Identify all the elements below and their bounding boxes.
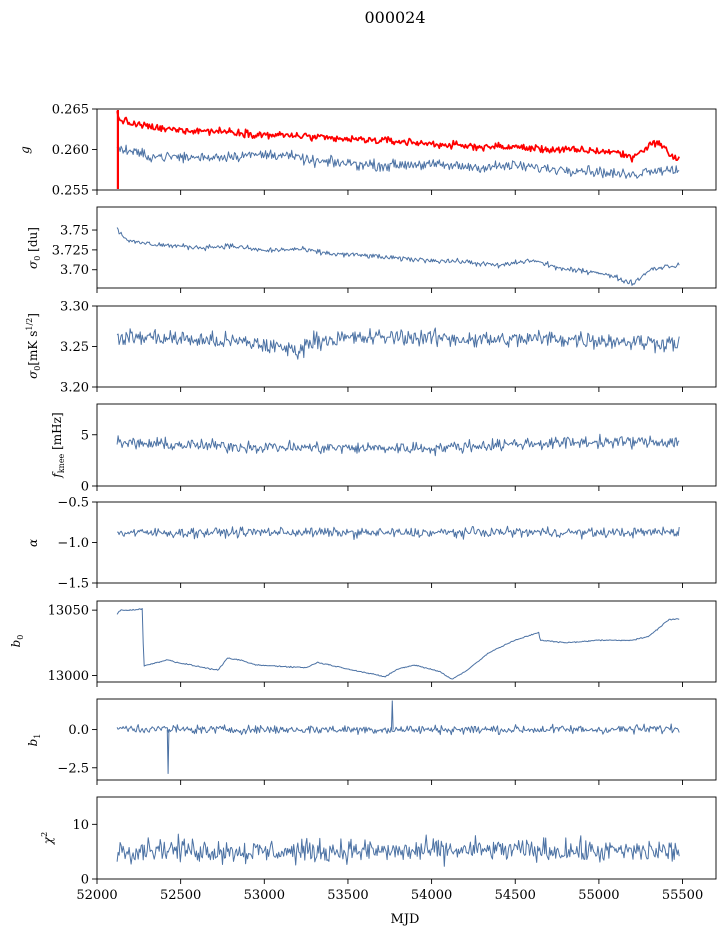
b1-series-0-polyline bbox=[116, 723, 680, 736]
xtick-label: 54000 bbox=[411, 888, 452, 903]
panel-sigma0-mk: 3.20 3.25 3.30 σ0[mK s1/2] bbox=[25, 300, 717, 396]
g-yticks: 0.255 0.260 0.265 bbox=[52, 103, 97, 199]
g-series-0-line bbox=[116, 110, 680, 189]
alpha-axes-frame bbox=[96, 501, 717, 584]
x-axis-label: MJD bbox=[391, 912, 420, 927]
sigma0-mk-yticks: 3.20 3.25 3.30 bbox=[60, 300, 97, 396]
panel-sigma0-du: 3.70 3.725 3.75 σ0 [du] bbox=[26, 206, 717, 293]
chi2-xticks: 52000 52500 53000 53500 54000 54500 55000 55500 bbox=[76, 879, 703, 903]
fknee-ytick-label: 0 bbox=[81, 480, 89, 495]
sigma0-mk-ytick-label: 3.20 bbox=[60, 381, 89, 396]
g-series-1-polyline bbox=[116, 144, 680, 179]
alpha-ytick-label: −0.5 bbox=[57, 496, 89, 511]
sigma0-du-ylabel: σ0 [du] bbox=[26, 227, 42, 269]
sigma0-mk-ytick-label: 3.30 bbox=[60, 300, 89, 315]
fknee-yticks: 05 bbox=[81, 428, 97, 495]
b0-series-0-polyline bbox=[116, 608, 680, 680]
panel-g: 0.255 0.260 0.265 g bbox=[18, 103, 717, 199]
xtick-label: 52000 bbox=[76, 888, 117, 903]
sigma0-mk-series-0-polyline bbox=[116, 327, 680, 360]
fknee-axes-frame bbox=[96, 403, 717, 487]
xtick-label: 54500 bbox=[495, 888, 536, 903]
sigma0-du-ytick-label: 3.70 bbox=[60, 263, 89, 278]
fknee-xticks bbox=[96, 486, 683, 491]
fknee-series-0-line bbox=[116, 433, 680, 457]
b1-yticks: −2.5 0.0 bbox=[57, 723, 97, 776]
b0-ytick-label: 13050 bbox=[48, 604, 89, 619]
panel-alpha: −1.5 −1.0 −0.5 α bbox=[26, 496, 717, 592]
b0-ytick-label: 13000 bbox=[48, 669, 89, 684]
b1-ytick-label: −2.5 bbox=[57, 761, 89, 776]
sigma0-du-xticks bbox=[96, 288, 683, 293]
g-ytick-label: 0.260 bbox=[52, 143, 89, 158]
b1-series-0-line bbox=[116, 700, 680, 774]
xtick-label: 53500 bbox=[327, 888, 368, 903]
sigma0-du-axes-frame bbox=[96, 206, 717, 289]
alpha-yticks: −1.5 −1.0 −0.5 bbox=[57, 496, 97, 592]
panel-b1: −2.5 0.0 b1 bbox=[26, 698, 717, 785]
fknee-series-0-polyline bbox=[116, 433, 680, 457]
b0-xticks bbox=[96, 682, 683, 687]
sigma0-du-series-0-polyline bbox=[116, 227, 680, 286]
panel-fknee: 05 fknee [mHz] bbox=[50, 403, 717, 495]
b1-ylabel: b1 bbox=[26, 734, 42, 747]
chi2-ytick-label: 0 bbox=[81, 873, 89, 888]
fknee-ylabel: fknee [mHz] bbox=[50, 412, 66, 478]
b1-spike-high bbox=[390, 700, 394, 730]
g-ylabel: g bbox=[18, 146, 32, 154]
sigma0-du-series-0-line bbox=[116, 227, 680, 286]
chi2-axes-frame bbox=[96, 796, 717, 880]
chi2-series-0-line bbox=[116, 833, 680, 867]
g-series-0-polyline bbox=[116, 111, 680, 163]
sigma0-mk-ytick-label: 3.25 bbox=[60, 340, 89, 355]
b0-series-0-line bbox=[116, 608, 680, 680]
b1-axes-frame bbox=[96, 698, 717, 781]
sigma0-mk-xticks bbox=[96, 387, 683, 392]
g-xticks bbox=[96, 190, 683, 195]
panel-b0: 13000 13050 b0 bbox=[9, 600, 717, 687]
b0-axes-frame bbox=[96, 600, 717, 683]
b1-spike-low bbox=[166, 729, 170, 774]
sigma0-du-ytick-label: 3.75 bbox=[60, 224, 89, 239]
xtick-label: 55500 bbox=[662, 888, 703, 903]
b1-ytick-label: 0.0 bbox=[68, 723, 89, 738]
chi2-yticks: 0 10 bbox=[72, 818, 97, 888]
sigma0-mk-axes-frame bbox=[96, 305, 717, 388]
xtick-label: 55000 bbox=[578, 888, 619, 903]
g-ytick-label: 0.265 bbox=[52, 103, 89, 118]
fknee-ytick-label: 5 bbox=[81, 428, 89, 443]
alpha-series-0-line bbox=[117, 525, 680, 540]
alpha-series-0-polyline bbox=[117, 525, 680, 540]
sigma0-du-ytick-label: 3.725 bbox=[52, 243, 89, 258]
b1-xticks bbox=[96, 780, 683, 785]
sigma0-mk-series-0-line bbox=[116, 327, 680, 360]
g-axes-frame bbox=[96, 108, 717, 191]
alpha-ytick-label: −1.0 bbox=[57, 536, 89, 551]
chi2-ylabel: χ2 bbox=[40, 832, 55, 845]
panel-chi2: 010 52000 52500 53000 53500 54000 54500 55000 5… bbox=[40, 796, 717, 903]
b0-yticks: 13000 13050 bbox=[48, 604, 97, 684]
alpha-xticks bbox=[96, 583, 683, 588]
sigma0-mk-ylabel: σ0[mK s1/2] bbox=[25, 313, 42, 379]
xtick-label: 52500 bbox=[160, 888, 201, 903]
alpha-ylabel: α bbox=[26, 539, 40, 547]
figure-title: 000024 bbox=[364, 8, 425, 27]
g-ytick-label: 0.255 bbox=[52, 184, 89, 199]
g-series-1-line bbox=[116, 144, 680, 179]
alpha-ytick-label: −1.5 bbox=[57, 577, 89, 592]
sigma0-du-yticks: 3.70 3.725 3.75 bbox=[52, 224, 97, 278]
chi2-series-0-polyline bbox=[116, 833, 680, 867]
xtick-label: 53000 bbox=[244, 888, 285, 903]
b0-ylabel: b0 bbox=[9, 635, 25, 648]
chi2-ytick-label: 10 bbox=[72, 818, 89, 833]
